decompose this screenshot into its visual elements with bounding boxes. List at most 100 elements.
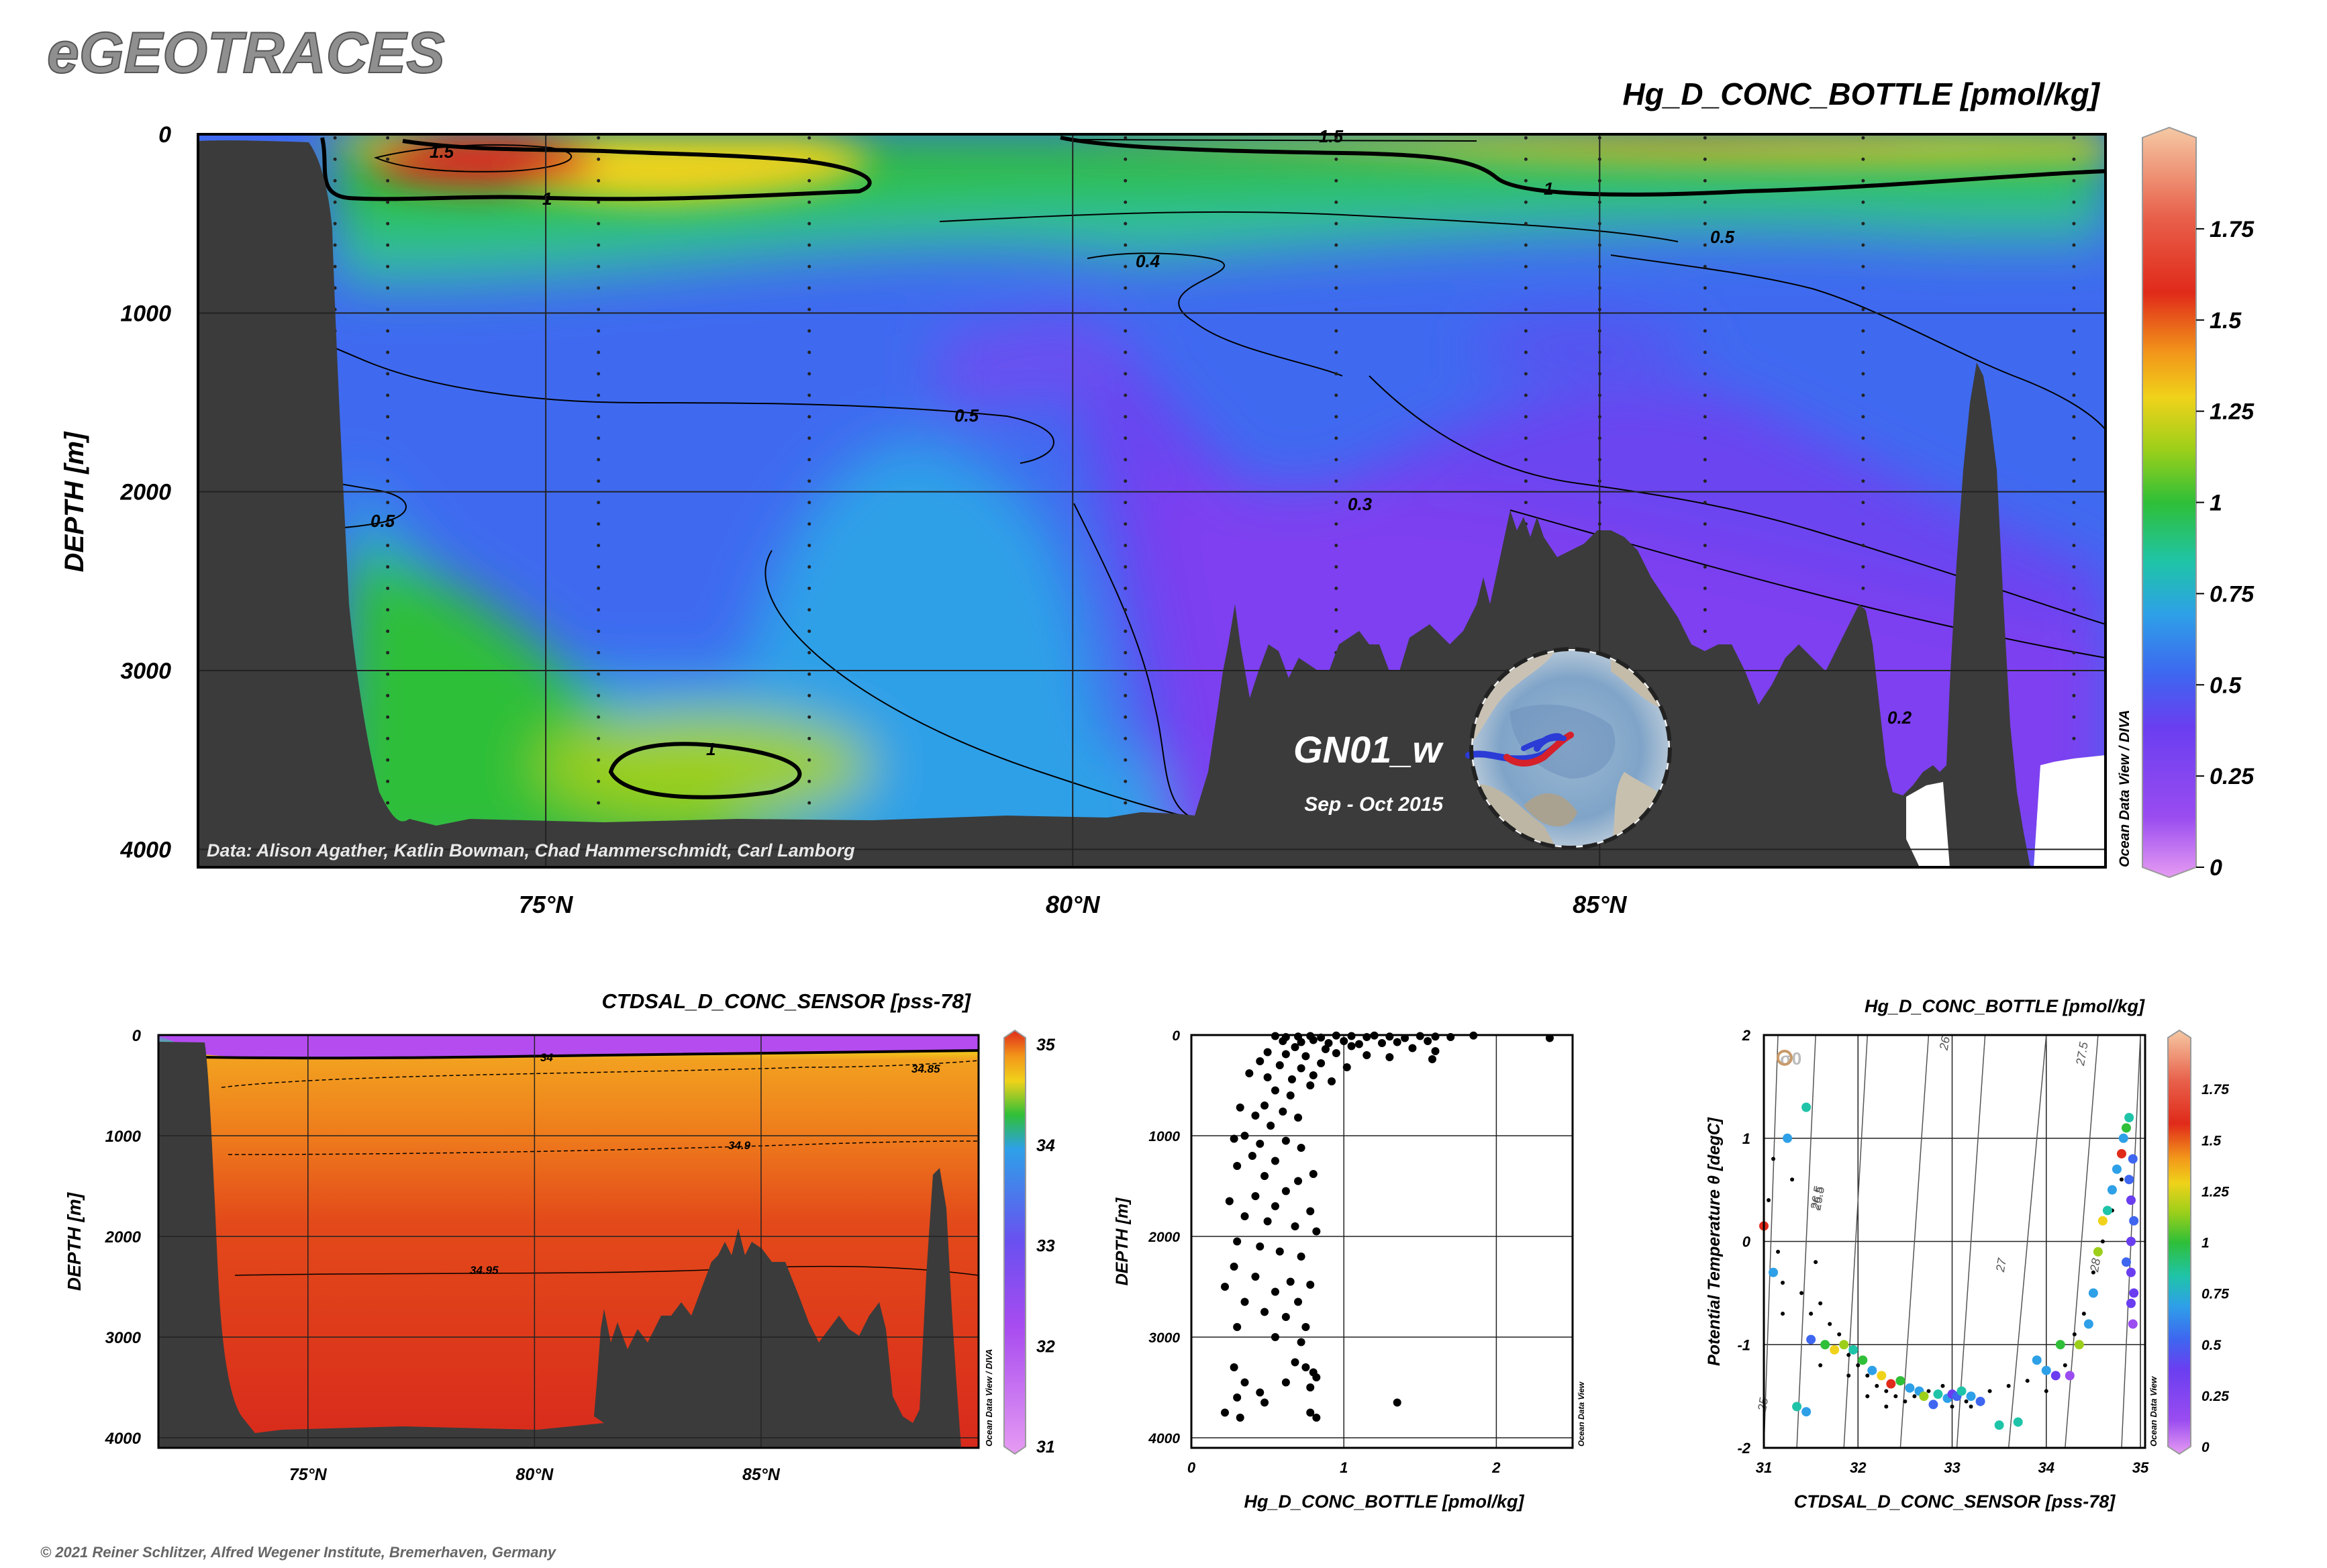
station-sample-dot bbox=[807, 329, 811, 333]
data-point-small bbox=[1790, 1177, 1795, 1182]
station-sample-dot bbox=[1703, 415, 1707, 419]
station-sample-dot bbox=[1861, 286, 1865, 290]
station-sample-dot bbox=[1124, 607, 1128, 611]
station-sample-dot bbox=[807, 307, 811, 311]
data-point bbox=[1957, 1386, 1967, 1396]
data-point bbox=[1858, 1355, 1868, 1365]
station-sample-dot bbox=[1703, 157, 1707, 161]
data-point bbox=[1297, 1064, 1305, 1073]
station-sample-dot bbox=[807, 372, 811, 376]
station-sample-dot bbox=[1703, 501, 1707, 505]
station-sample-dot bbox=[1124, 779, 1128, 783]
data-point bbox=[2128, 1319, 2138, 1329]
ts-isopycnals bbox=[1763, 1034, 2141, 1449]
main-y-axis-label: DEPTH [m] bbox=[60, 431, 89, 573]
station-sample-dot bbox=[1124, 372, 1128, 376]
station-sample-dot bbox=[1334, 307, 1338, 311]
station-sample-dot bbox=[1861, 136, 1865, 140]
data-point bbox=[2128, 1154, 2138, 1164]
station-sample-dot bbox=[2072, 458, 2076, 462]
station-sample-dot bbox=[597, 243, 601, 247]
y-tick-label: 2 bbox=[1742, 1027, 1751, 1044]
data-point-small bbox=[1799, 1291, 1804, 1295]
station-sample-dot bbox=[807, 479, 811, 483]
station-sample-dot bbox=[1524, 479, 1528, 483]
data-point bbox=[1867, 1365, 1877, 1375]
data-point-small bbox=[2081, 1312, 2086, 1316]
data-point bbox=[2055, 1340, 2065, 1350]
station-sample-dot bbox=[1861, 415, 1865, 419]
station-sample-dot bbox=[597, 458, 601, 462]
station-sample-dot bbox=[2072, 436, 2076, 440]
salinity-contour-labels: 34 34.85 34.9 34.95 bbox=[470, 1051, 940, 1277]
station-sample-dot bbox=[386, 758, 390, 762]
colorbar-tick-label: 0.75 bbox=[2210, 581, 2255, 607]
y-tick-label: 0 bbox=[1742, 1234, 1751, 1251]
station-sample-dot bbox=[597, 286, 601, 290]
station-sample-dot bbox=[386, 264, 390, 268]
salinity-y-ticks: 0 1000 2000 3000 4000 bbox=[105, 1027, 142, 1448]
data-point bbox=[1801, 1102, 1812, 1112]
station-sample-dot bbox=[1334, 522, 1338, 526]
data-point bbox=[1306, 1081, 1315, 1089]
data-point bbox=[1287, 1075, 1296, 1083]
data-point bbox=[2121, 1257, 2131, 1267]
data-point bbox=[1251, 1192, 1260, 1200]
contour-label: 34 bbox=[540, 1051, 553, 1064]
station-sample-dot bbox=[2072, 501, 2076, 505]
station-sample-dot bbox=[1124, 329, 1128, 333]
station-sample-dot bbox=[386, 350, 390, 354]
salinity-y-axis-label: DEPTH [m] bbox=[64, 1191, 85, 1291]
station-sample-dot bbox=[2072, 736, 2076, 740]
station-sample-dot bbox=[597, 436, 601, 440]
data-point bbox=[1363, 1051, 1371, 1059]
y-tick-label: 0 bbox=[158, 122, 171, 148]
section-dates: Sep - Oct 2015 bbox=[1304, 793, 1444, 816]
station-sample-dot bbox=[2072, 672, 2076, 676]
salinity-grid bbox=[158, 1035, 979, 1448]
data-point bbox=[1281, 1050, 1290, 1059]
data-point bbox=[2041, 1365, 2051, 1375]
station-sample-dot bbox=[1703, 479, 1707, 483]
station-sample-dot bbox=[1703, 222, 1707, 226]
salinity-heatmap-field bbox=[158, 1035, 979, 1448]
y-tick-label: 4000 bbox=[105, 1430, 142, 1448]
main-y-ticks: 0 1000 2000 3000 4000 bbox=[119, 122, 171, 863]
colorbar-tick-label: 31 bbox=[1036, 1438, 1055, 1457]
data-point bbox=[2129, 1288, 2139, 1298]
x-tick-label: 34 bbox=[2038, 1459, 2054, 1476]
station-sample-dot bbox=[1703, 544, 1707, 548]
x-tick-label: 2 bbox=[1491, 1459, 1501, 1476]
y-tick-label: 2000 bbox=[1148, 1230, 1180, 1245]
data-point bbox=[1424, 1037, 1432, 1045]
main-contour-labels: 1.5 1 1 1.5 0.4 0.5 0.5 0.5 0.3 0.2 1 bbox=[370, 126, 1912, 759]
station-sample-dot bbox=[2072, 286, 2076, 290]
station-sample-dot bbox=[597, 372, 601, 376]
station-sample-dot bbox=[1124, 801, 1128, 805]
y-tick-label: 3000 bbox=[120, 658, 171, 684]
station-sample-dot bbox=[1703, 436, 1707, 440]
station-sample-dot bbox=[386, 587, 390, 591]
contour-label: 1 bbox=[706, 739, 715, 759]
station-sample-dot bbox=[1124, 286, 1128, 290]
data-point bbox=[1271, 1333, 1279, 1341]
data-point bbox=[1271, 1202, 1279, 1210]
contour-label: 34.95 bbox=[470, 1264, 499, 1277]
x-tick-label: 75°N bbox=[519, 891, 573, 918]
station-sample-dot bbox=[386, 479, 390, 483]
data-point bbox=[1933, 1389, 1943, 1400]
data-point bbox=[1240, 1378, 1249, 1387]
data-point bbox=[2093, 1246, 2103, 1257]
data-point bbox=[1279, 1108, 1287, 1116]
y-tick-label: 4000 bbox=[119, 837, 171, 863]
colorbar-tick-label: 0.25 bbox=[2210, 764, 2255, 789]
station-sample-dot bbox=[1524, 307, 1528, 311]
station-sample-dot bbox=[597, 522, 601, 526]
station-sample-dot bbox=[386, 393, 390, 397]
station-sample-dot bbox=[2072, 222, 2076, 226]
y-tick-label: 1000 bbox=[120, 301, 171, 326]
data-point bbox=[1428, 1055, 1436, 1063]
main-chart-title: Hg_D_CONC_BOTTLE [pmol/kg] bbox=[1623, 77, 2101, 111]
data-point-small bbox=[1781, 1281, 1785, 1285]
contour-label: 1 bbox=[542, 189, 552, 209]
